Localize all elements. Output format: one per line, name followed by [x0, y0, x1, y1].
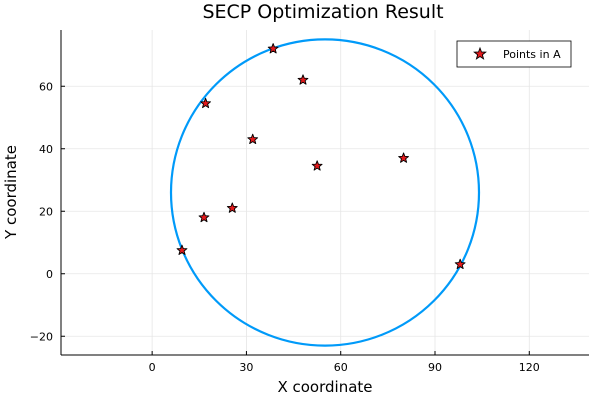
data-point-star — [267, 43, 279, 54]
enclosing-circle — [169, 38, 481, 347]
x-tick-label: 60 — [334, 361, 348, 374]
x-tick-label: 90 — [428, 361, 442, 374]
data-point-star — [454, 258, 466, 270]
y-tick-label: 40 — [39, 143, 53, 156]
data-point-star — [200, 97, 211, 109]
chart-title: SECP Optimization Result — [202, 1, 443, 23]
data-point-star — [198, 211, 210, 223]
x-axis-title: X coordinate — [277, 378, 372, 396]
legend-marker-star — [473, 46, 487, 60]
y-axis-title: Y coordinate — [2, 145, 20, 240]
x-tick-label: 120 — [519, 361, 540, 374]
legend-label: Points in A — [503, 48, 561, 61]
x-tick-labels: 0 30 60 90 120 — [149, 361, 540, 374]
y-tick-label: 0 — [46, 268, 53, 281]
data-point-star — [176, 244, 188, 255]
data-point-star — [247, 133, 259, 145]
y-tick-label: −20 — [30, 330, 53, 343]
y-tick-label: 20 — [39, 205, 53, 218]
data-point-star — [398, 152, 409, 163]
data-point-star — [311, 160, 323, 171]
data-point-star — [297, 74, 309, 85]
x-tick-label: 30 — [239, 361, 253, 374]
x-tick-label: 0 — [149, 361, 156, 374]
y-tick-labels: −20 0 20 40 60 — [30, 80, 53, 343]
data-point-star — [226, 202, 238, 213]
axes — [60, 30, 589, 356]
y-tick-label: 60 — [39, 80, 53, 93]
grid — [61, 30, 589, 355]
legend: Points in A — [456, 40, 572, 68]
points — [176, 43, 466, 270]
